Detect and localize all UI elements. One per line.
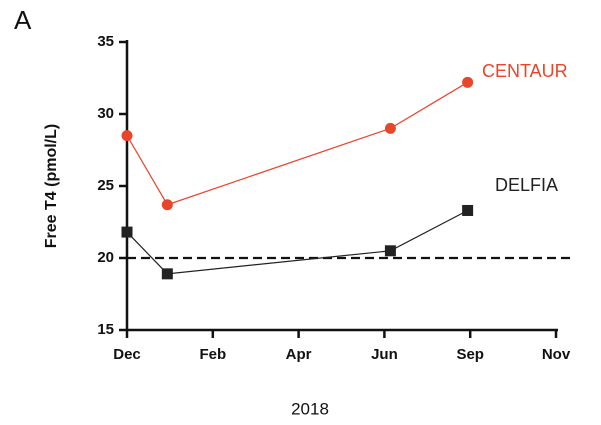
x-axis-label: 2018 — [291, 399, 329, 418]
series-label: DELFIA — [495, 175, 558, 195]
point — [121, 226, 133, 238]
y-tick-label: 25 — [97, 177, 114, 194]
series-label: CENTAUR — [482, 61, 568, 81]
y-tick-label: 35 — [97, 33, 114, 50]
point — [161, 199, 173, 211]
x-tick-label: Dec — [113, 346, 141, 363]
point — [384, 122, 396, 134]
y-tick-label: 15 — [97, 321, 114, 338]
x-tick-label: Nov — [542, 346, 571, 363]
x-tick-label: Feb — [199, 346, 226, 363]
series-line — [126, 81, 468, 206]
panel-label: A — [14, 5, 32, 35]
series-line — [126, 209, 468, 275]
y-axis-label: Free T4 (pmol/L) — [43, 124, 60, 248]
x-tick-label: Jun — [371, 346, 398, 363]
point — [384, 245, 396, 257]
point — [161, 268, 173, 280]
y-tick-label: 20 — [97, 249, 114, 266]
x-tick-label: Sep — [456, 346, 484, 363]
y-tick-label: 30 — [97, 105, 114, 122]
x-tick-label: Apr — [286, 346, 312, 363]
point — [462, 76, 474, 88]
point — [462, 204, 474, 216]
point — [121, 130, 133, 142]
